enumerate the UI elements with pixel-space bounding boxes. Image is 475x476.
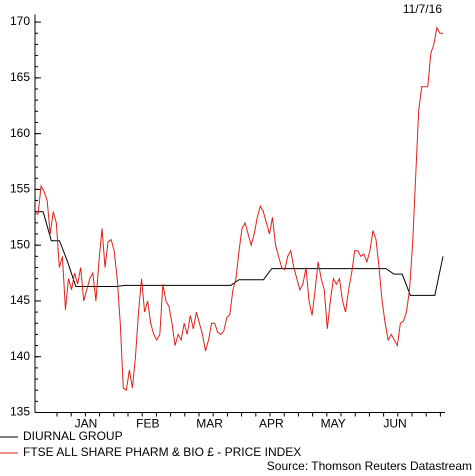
series-line [35, 26, 443, 392]
y-tick-label: 150 [10, 237, 30, 251]
x-tick-label: APR [259, 417, 284, 431]
source-label: Source: Thomson Reuters Datastream [267, 459, 472, 473]
date-label: 11/7/16 [403, 2, 442, 16]
y-tick-label: 155 [10, 182, 30, 196]
series-line [35, 211, 444, 296]
x-tick-label: MAY [321, 417, 346, 431]
y-tick-label: 140 [10, 349, 30, 363]
x-tick-label: JAN [75, 417, 98, 431]
y-tick-label: 170 [10, 14, 30, 28]
legend-label: FTSE ALL SHARE PHARM & BIO £ - PRICE IND… [23, 445, 301, 459]
y-tick-label: 145 [10, 293, 30, 307]
x-tick-label: MAR [196, 417, 223, 431]
legend-label: DIURNAL GROUP [23, 429, 123, 443]
x-tick-label: FEB [136, 417, 159, 431]
x-tick-label: JUN [383, 417, 406, 431]
y-tick-label: 165 [10, 70, 30, 84]
y-tick-label: 135 [10, 405, 30, 419]
y-tick-label: 160 [10, 126, 30, 140]
